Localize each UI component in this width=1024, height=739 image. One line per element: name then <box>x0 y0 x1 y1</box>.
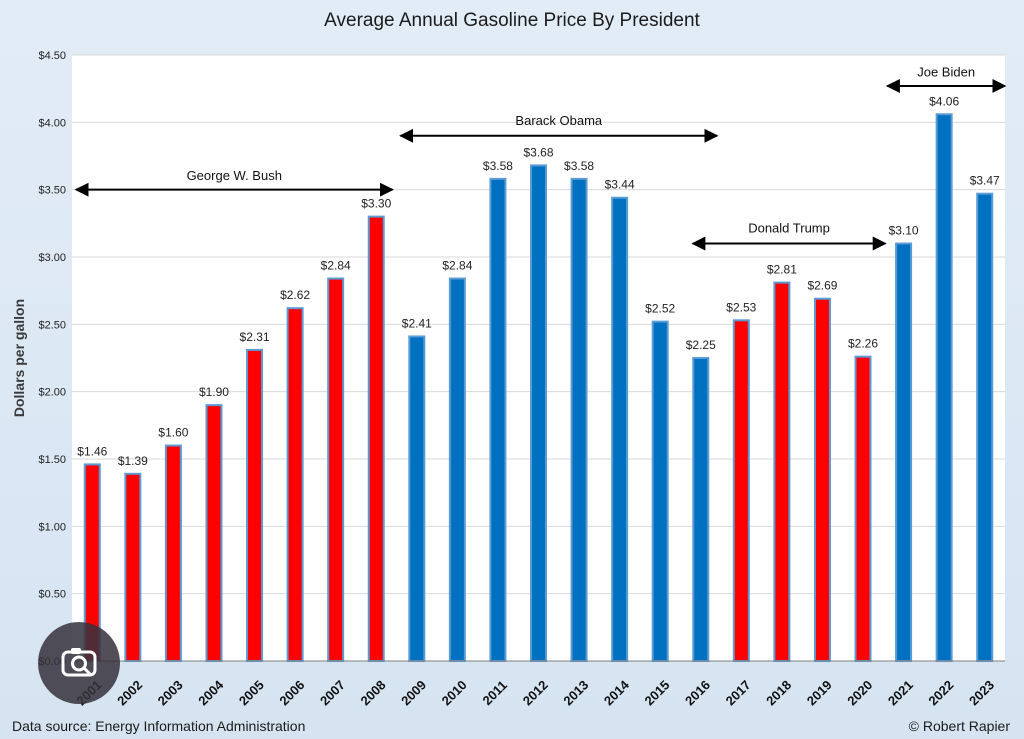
value-label-2015: $2.52 <box>645 302 675 316</box>
president-label-george-w-bush: George W. Bush <box>187 168 282 183</box>
value-label-2001: $1.46 <box>77 444 107 458</box>
x-tick-label-2016: 2016 <box>682 677 713 708</box>
bar-2006 <box>286 307 304 662</box>
x-tick-label-2010: 2010 <box>439 677 470 708</box>
bar-2014 <box>611 196 629 662</box>
y-tick-label: $1.00 <box>38 521 66 533</box>
data-source-note: Data source: Energy Information Administ… <box>12 718 306 734</box>
value-label-2020: $2.26 <box>848 337 878 351</box>
bar-2022 <box>935 113 953 662</box>
x-tick-label-2008: 2008 <box>358 677 389 708</box>
x-tick-label-2022: 2022 <box>925 677 956 708</box>
value-label-2012: $3.68 <box>523 145 553 159</box>
bar-2004 <box>205 404 223 662</box>
bar-2002 <box>124 472 142 662</box>
x-tick-label-2015: 2015 <box>641 677 672 708</box>
bar-2009 <box>408 335 426 662</box>
bar-2016 <box>692 357 710 662</box>
bar-2023 <box>976 192 994 662</box>
chart-title: Average Annual Gasoline Price By Preside… <box>324 10 700 31</box>
y-axis-title: Dollars per gallon <box>11 299 27 417</box>
x-tick-label-2019: 2019 <box>804 677 835 708</box>
value-label-2009: $2.41 <box>402 316 432 330</box>
bar-2019 <box>813 297 831 662</box>
y-tick-label: $4.50 <box>38 50 66 62</box>
value-label-2018: $2.81 <box>767 263 797 277</box>
x-tick-label-2002: 2002 <box>114 677 145 708</box>
y-tick-label: $0.50 <box>38 589 66 601</box>
president-label-donald-trump: Donald Trump <box>748 221 830 236</box>
x-tick-label-2021: 2021 <box>885 677 916 708</box>
president-label-joe-biden: Joe Biden <box>917 65 975 80</box>
x-tick-label-2003: 2003 <box>155 677 186 708</box>
x-tick-label-2017: 2017 <box>723 677 754 708</box>
value-label-2003: $1.60 <box>158 426 188 440</box>
x-tick-label-2020: 2020 <box>844 677 875 708</box>
x-tick-label-2018: 2018 <box>763 677 794 708</box>
bar-2010 <box>448 277 466 662</box>
value-label-2008: $3.30 <box>361 197 391 211</box>
y-tick-label: $3.50 <box>38 185 66 197</box>
value-label-2021: $3.10 <box>889 224 919 238</box>
y-tick-label: $2.00 <box>38 387 66 399</box>
y-tick-label: $2.50 <box>38 319 66 331</box>
x-tick-label-2013: 2013 <box>560 677 591 708</box>
value-label-2011: $3.58 <box>483 159 513 173</box>
value-label-2002: $1.39 <box>118 454 148 468</box>
bar-2015 <box>651 320 669 662</box>
image-search-lens-icon <box>61 648 97 677</box>
value-label-2016: $2.25 <box>686 338 716 352</box>
x-tick-label-2011: 2011 <box>479 678 510 709</box>
image-search-lens-button[interactable] <box>38 622 120 704</box>
x-tick-label-2005: 2005 <box>236 677 267 708</box>
bar-2017 <box>732 319 750 662</box>
value-label-2006: $2.62 <box>280 288 310 302</box>
value-label-2023: $3.47 <box>970 174 1000 188</box>
y-tick-label: $3.00 <box>38 252 66 264</box>
value-label-2019: $2.69 <box>807 279 837 293</box>
bar-2021 <box>895 242 913 663</box>
x-tick-label-2007: 2007 <box>317 677 348 708</box>
value-label-2022: $4.06 <box>929 94 959 108</box>
value-label-2017: $2.53 <box>726 300 756 314</box>
value-label-2004: $1.90 <box>199 385 229 399</box>
x-tick-label-2023: 2023 <box>966 677 997 708</box>
x-tick-label-2006: 2006 <box>276 677 307 708</box>
x-tick-label-2004: 2004 <box>195 677 227 709</box>
bar-2005 <box>246 348 264 662</box>
bar-2013 <box>570 177 588 662</box>
value-label-2014: $3.44 <box>605 178 635 192</box>
bar-2020 <box>854 355 872 662</box>
bar-2008 <box>367 215 385 662</box>
bar-2011 <box>489 177 507 662</box>
value-label-2007: $2.84 <box>321 259 351 273</box>
x-tick-label-2012: 2012 <box>520 677 551 708</box>
value-label-2013: $3.58 <box>564 159 594 173</box>
bar-2012 <box>530 164 547 662</box>
x-tick-label-2009: 2009 <box>398 677 429 708</box>
value-label-2005: $2.31 <box>240 330 270 344</box>
bar-2003 <box>164 444 182 662</box>
bar-2018 <box>773 281 791 662</box>
president-label-barack-obama: Barack Obama <box>515 113 602 128</box>
x-tick-label-2014: 2014 <box>601 677 633 709</box>
value-label-2010: $2.84 <box>442 259 472 273</box>
copyright-credit: © Robert Rapier <box>908 718 1010 734</box>
y-tick-label: $1.50 <box>38 454 66 466</box>
y-tick-label: $4.00 <box>38 117 66 129</box>
bar-2007 <box>327 277 345 662</box>
